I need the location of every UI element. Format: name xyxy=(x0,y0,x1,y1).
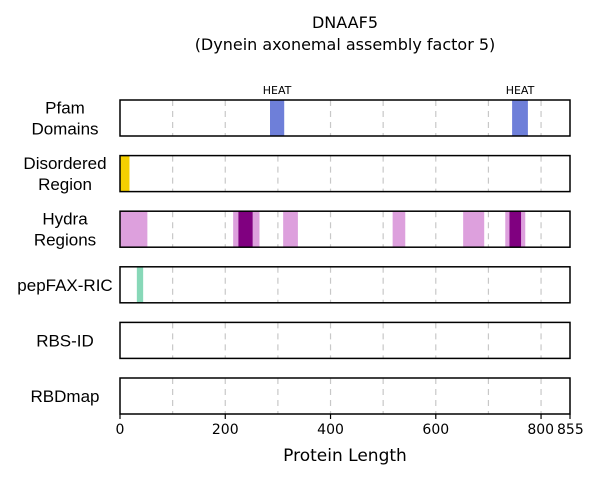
track-frame xyxy=(119,377,571,415)
track-label: RBS-ID xyxy=(36,331,94,350)
track-label: pepFAX-RIC xyxy=(17,276,112,295)
track-3: pepFAX-RIC xyxy=(17,266,571,304)
track-label: Pfam xyxy=(45,99,85,118)
track-label: Hydra xyxy=(42,210,88,229)
track-label: Disordered xyxy=(23,154,106,173)
track-frame xyxy=(119,321,571,360)
x-tick-label: 400 xyxy=(317,422,344,438)
track-2: Hydra Regions xyxy=(34,210,571,250)
track-frame xyxy=(119,266,571,304)
chart-subtitle: (Dynein axonemal assembly factor 5) xyxy=(195,35,496,54)
domain-label: HEAT xyxy=(506,84,535,97)
x-tick-label: 800 xyxy=(527,422,554,438)
track-5: RBDmap xyxy=(31,377,571,415)
x-axis: 0 200 400 600 800 855 xyxy=(116,414,584,438)
tracks-layer: HEAT HEAT Pfam Domains Disordered Region Hydra… xyxy=(17,84,571,415)
track-1: Disordered Region xyxy=(23,154,571,194)
track-frame xyxy=(119,210,571,248)
x-tick-label: 855 xyxy=(557,422,584,438)
track-label: Region xyxy=(38,175,92,194)
track-frame xyxy=(119,99,571,137)
track-2-segment-6 xyxy=(238,211,253,248)
track-2-segment-4 xyxy=(463,211,485,248)
track-label: RBDmap xyxy=(31,387,100,406)
track-frame xyxy=(119,154,571,193)
track-label: Regions xyxy=(34,231,96,250)
track-0: HEAT HEAT Pfam Domains xyxy=(31,84,571,139)
x-tick-label: 0 xyxy=(116,422,125,438)
domain-label: HEAT xyxy=(263,84,292,97)
chart-title: DNAAF5 xyxy=(312,13,378,32)
track-4: RBS-ID xyxy=(36,321,571,360)
track-1-segment-0 xyxy=(120,155,130,192)
track-2-segment-2 xyxy=(283,211,298,248)
x-axis-label: Protein Length xyxy=(283,446,407,466)
track-2-segment-7 xyxy=(509,211,522,248)
track-2-segment-0 xyxy=(120,211,148,248)
track-0-segment-1 xyxy=(512,100,528,136)
x-tick-label: 600 xyxy=(422,422,449,438)
track-2-segment-3 xyxy=(392,211,406,248)
track-label: Domains xyxy=(31,120,98,139)
x-tick-label: 200 xyxy=(212,422,239,438)
track-0-segment-0 xyxy=(270,100,285,136)
track-3-segment-0 xyxy=(136,266,144,303)
